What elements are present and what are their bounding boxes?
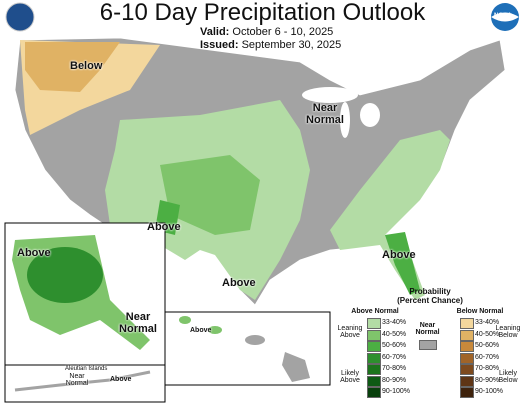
above-fl — [385, 232, 420, 295]
title: 6-10 Day Precipitation Outlook — [99, 0, 426, 26]
legend-bin-label: 70-80% — [382, 365, 407, 372]
legend-swatch — [367, 341, 381, 352]
legend-swatch — [460, 364, 474, 375]
legend-swatch — [460, 341, 474, 352]
legend-note: Likely Below — [498, 370, 518, 385]
map-label: Near Normal — [65, 373, 89, 388]
legend-swatch — [460, 375, 474, 387]
map-label: Above — [147, 221, 181, 233]
island — [282, 352, 310, 382]
legend-bin-label: 80-90% — [475, 376, 500, 384]
above-4050 — [160, 155, 260, 235]
legend-swatch — [367, 318, 381, 329]
lake — [360, 103, 380, 127]
legend-swatch — [460, 352, 474, 364]
legend-bin-label: 90-100% — [475, 388, 504, 395]
legend-swatch — [367, 375, 381, 387]
legend-swatch — [460, 318, 474, 329]
legend-swatch — [367, 329, 381, 341]
valid-line: Valid: October 6 - 10, 2025 — [200, 26, 334, 39]
legend-swatch — [460, 387, 474, 398]
map-label: Above — [17, 247, 51, 259]
issued: September 30, 2025 — [241, 39, 342, 51]
map-label: Aleutian Islands — [65, 366, 108, 372]
legend-swatch — [460, 329, 474, 341]
lake — [340, 102, 350, 138]
legend-bin-label: 90-100% — [382, 388, 411, 395]
noaa-bird — [491, 12, 519, 22]
valid: October 6 - 10, 2025 — [232, 26, 334, 38]
legend-subtitle: (Percent Chance) — [397, 296, 463, 305]
map-label: Below — [70, 60, 103, 72]
legend-title: Probability — [409, 287, 451, 296]
map-label: Above — [222, 277, 256, 289]
map-label: Above — [382, 249, 416, 261]
legend-bin-label: 40-50% — [475, 330, 500, 338]
below-4050 — [25, 42, 120, 92]
lake — [302, 87, 358, 103]
legend-bin-label: 40-50% — [382, 330, 407, 338]
island — [208, 326, 222, 334]
issued-line: Issued: September 30, 2025 — [200, 39, 342, 52]
above-lean-east — [330, 130, 450, 300]
legend-bin-label: 70-80% — [475, 365, 500, 372]
island — [179, 316, 191, 324]
aleutians — [14, 370, 151, 392]
legend-bin-label: 60-70% — [475, 353, 500, 361]
map-label: Above — [190, 327, 212, 334]
legend-header: Above Normal — [351, 308, 399, 315]
legend-note: Leaning Below — [495, 325, 521, 340]
legend-swatch — [419, 340, 437, 350]
doc-logo — [5, 2, 35, 32]
legend-near: Near Normal — [415, 322, 440, 337]
valid-label: Valid: — [200, 26, 230, 38]
issued-label: Issued: — [200, 39, 239, 51]
island — [245, 335, 265, 345]
map-label: Near Normal — [306, 102, 344, 126]
legend-bin-label: 33-40% — [475, 319, 500, 326]
legend-bin-label: 50-60% — [382, 342, 407, 349]
legend-bin-label: 60-70% — [382, 353, 407, 361]
legend-header: Below Normal — [456, 308, 504, 315]
legend-swatch — [367, 387, 381, 398]
legend-note: Likely Above — [340, 370, 360, 385]
legend-swatch — [367, 352, 381, 364]
legend-bin-label: 33-40% — [382, 319, 407, 326]
legend-bin-label: 80-90% — [382, 376, 407, 384]
map-label: Near Normal — [119, 311, 157, 335]
legend-note: Leaning Above — [337, 325, 363, 340]
map-label: Above — [110, 376, 132, 383]
noaa-text: NOAA — [494, 13, 512, 19]
legend-swatch — [367, 364, 381, 375]
legend-bin-label: 50-60% — [475, 342, 500, 349]
alaska-core — [27, 247, 103, 303]
